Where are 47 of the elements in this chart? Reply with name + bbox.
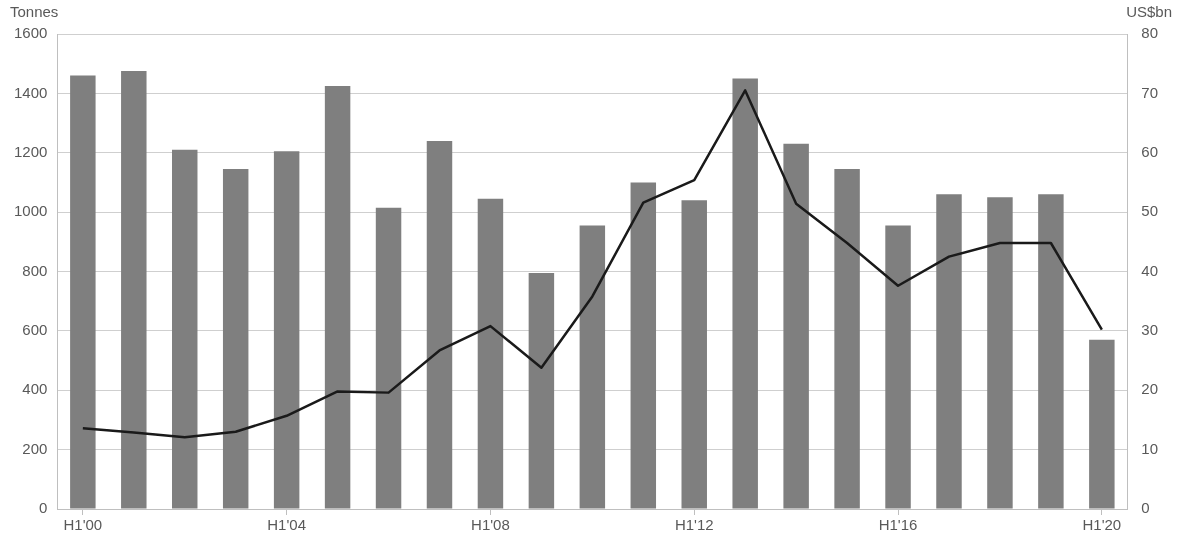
y2-tick-label: 10	[1141, 439, 1158, 457]
bar	[1089, 339, 1115, 509]
x-tick-label: H1'20	[1082, 516, 1122, 534]
bar	[630, 182, 657, 509]
y2-tick-label: 30	[1141, 321, 1158, 339]
y2-tick-label: 50	[1141, 202, 1158, 220]
x-tick-label: H1'12	[674, 516, 714, 534]
x-tick-label: H1'04	[267, 516, 307, 534]
bar	[834, 169, 860, 509]
bar	[477, 198, 504, 509]
bar	[273, 151, 300, 509]
y-axis-title: Tonnes	[10, 2, 59, 20]
y2-tick-label: 0	[1141, 499, 1150, 517]
bar	[1038, 194, 1064, 509]
bar	[121, 71, 147, 509]
y-tick-label: 600	[22, 321, 48, 339]
bar	[885, 225, 911, 509]
y-tick-label: 1200	[13, 142, 48, 160]
y-tick-label: 1000	[13, 202, 48, 220]
y2-tick-label: 20	[1141, 380, 1158, 398]
bar	[681, 200, 707, 509]
bar	[783, 143, 809, 509]
y-tick-label: 400	[22, 380, 48, 398]
bar	[324, 85, 351, 509]
x-tick-label: H1'16	[878, 516, 918, 534]
bar	[222, 169, 249, 509]
bar	[987, 197, 1013, 509]
bar	[732, 78, 758, 509]
y2-tick-label: 70	[1141, 83, 1158, 101]
y-tick-label: 200	[22, 439, 48, 457]
y2-tick-label: 40	[1141, 261, 1158, 279]
bar	[579, 225, 606, 509]
y-tick-label: 800	[22, 261, 48, 279]
bar	[426, 140, 453, 509]
x-tick-label: H1'00	[63, 516, 103, 534]
y2-tick-label: 80	[1141, 24, 1158, 42]
x-tick-label: H1'08	[471, 516, 510, 534]
bar	[172, 149, 198, 509]
bar	[528, 272, 555, 509]
y2-axis-title: US$bn	[1126, 2, 1172, 20]
y2-tick-label: 60	[1141, 142, 1158, 160]
y-tick-label: 1400	[13, 83, 48, 101]
bar	[70, 75, 96, 509]
y-tick-label: 0	[39, 499, 48, 517]
bar	[375, 207, 402, 509]
bar	[936, 194, 962, 509]
y-tick-label: 1600	[13, 24, 48, 42]
